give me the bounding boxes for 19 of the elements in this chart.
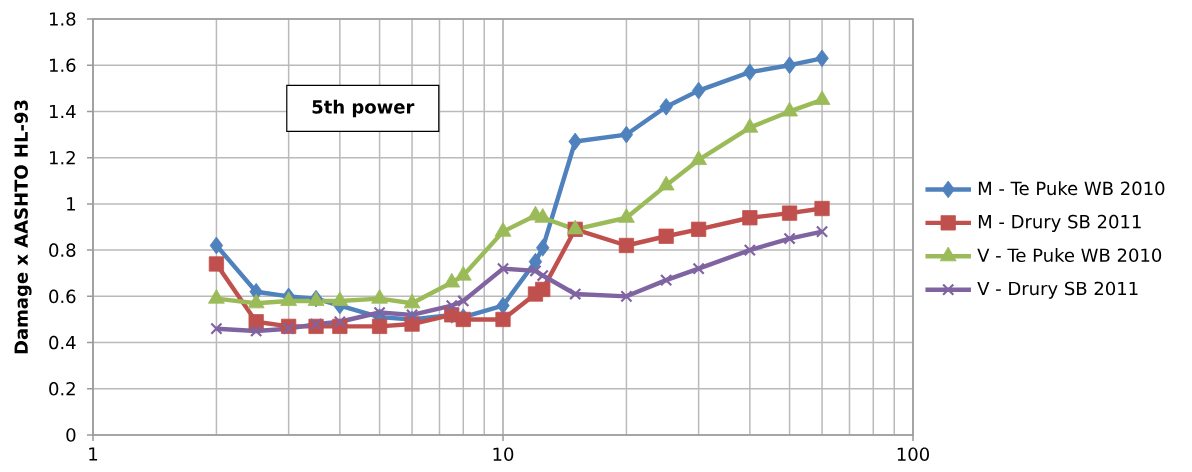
legend-label: M - Drury SB 2011 xyxy=(978,214,1141,232)
y-tick-label: 1.2 xyxy=(49,150,75,165)
y-tick-label: 1.4 xyxy=(49,104,76,119)
y-tick-label: 1.8 xyxy=(49,12,76,26)
legend-label: V - Drury SB 2011 xyxy=(977,281,1138,299)
x-tick-label: 1 xyxy=(89,447,98,461)
y-tick-label: 0.6 xyxy=(49,289,76,304)
x-tick-label: 100 xyxy=(897,447,929,462)
x-tick-label: 10 xyxy=(493,447,514,462)
legend-label: M - Te Puke WB 2010 xyxy=(978,181,1165,196)
legend-label: V - Te Puke WB 2010 xyxy=(977,248,1162,263)
y-tick-label: 0.2 xyxy=(49,381,75,396)
y-tick-label: 0.8 xyxy=(49,243,76,257)
y-axis-title: Damage x AASHTO HL-93 xyxy=(14,100,32,354)
y-tick-label: 0.4 xyxy=(49,335,76,350)
annotation: 5th power xyxy=(312,99,415,118)
y-tick-label: 0 xyxy=(66,428,76,442)
y-tick-label: 1 xyxy=(67,197,75,211)
y-tick-label: 1.6 xyxy=(49,58,76,73)
